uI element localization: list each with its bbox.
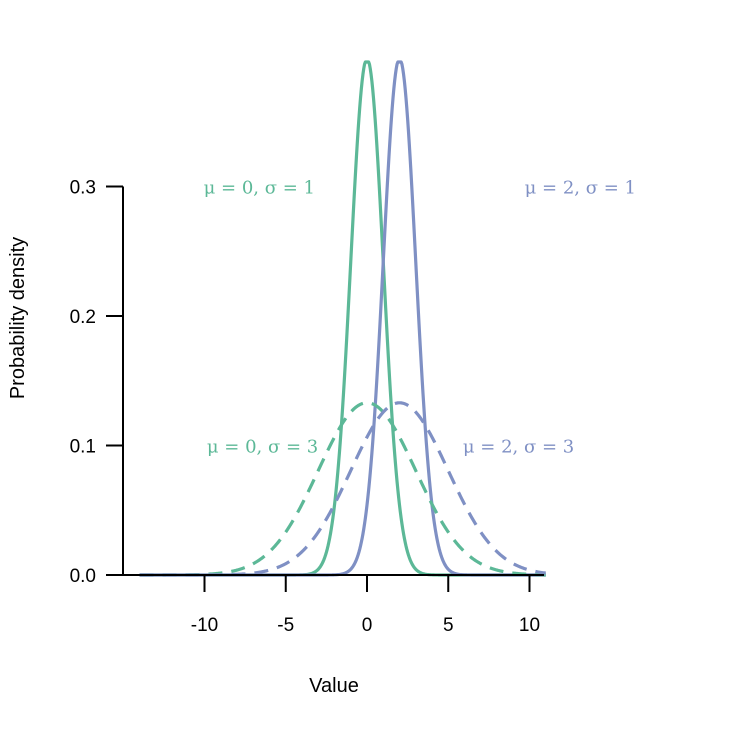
x-tick-label: -10 bbox=[191, 615, 218, 636]
series-curve-1 bbox=[138, 60, 547, 577]
series-label-2: μ = 0, σ = 3 bbox=[207, 437, 318, 458]
series-curve-0 bbox=[138, 60, 547, 577]
x-tick-label: -5 bbox=[277, 615, 294, 636]
series-label-1: μ = 2, σ = 1 bbox=[525, 178, 636, 199]
series-label-3: μ = 2, σ = 3 bbox=[463, 437, 574, 458]
curves-layer bbox=[138, 60, 547, 577]
y-tick-label: 0.1 bbox=[70, 437, 96, 458]
x-tick-label: 0 bbox=[362, 615, 373, 636]
y-tick-label: 0.0 bbox=[70, 566, 96, 587]
x-tick-label: 10 bbox=[519, 615, 540, 636]
x-axis-title: Value bbox=[309, 675, 359, 697]
y-axis-title: Probability density bbox=[7, 237, 29, 399]
x-tick-label: 5 bbox=[443, 615, 454, 636]
series-labels-layer: μ = 0, σ = 1 μ = 2, σ = 1 μ = 0, σ = 3 μ = … bbox=[204, 178, 636, 458]
y-tick-label: 0.3 bbox=[70, 178, 96, 199]
y-tick-label: 0.2 bbox=[70, 307, 96, 328]
axes-layer: 0.0 0.1 0.2 0.3 -10 -5 0 5 10 bbox=[70, 178, 544, 636]
series-label-0: μ = 0, σ = 1 bbox=[204, 178, 315, 199]
series-curve-2 bbox=[138, 401, 547, 577]
